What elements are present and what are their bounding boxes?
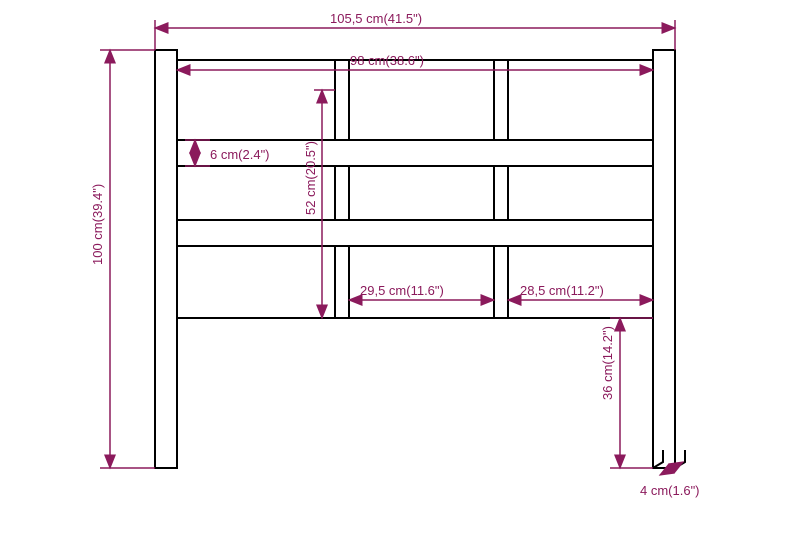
technical-drawing: 105,5 cm(41.5") 98 cm(38.6") 100 cm(39.4…: [0, 0, 800, 533]
dim-overall-width-label: 105,5 cm(41.5"): [330, 11, 422, 26]
dim-overall-height: 100 cm(39.4"): [90, 50, 155, 468]
headboard-outline: [155, 50, 685, 468]
dim-inner-width-label: 98 cm(38.6"): [350, 53, 424, 68]
dim-leg-height-label: 36 cm(14.2"): [600, 326, 615, 400]
dim-cell-mid-label: 29,5 cm(11.6"): [360, 283, 444, 298]
dim-panel-height-label: 52 cm(20.5"): [303, 141, 318, 215]
dim-depth-label: 4 cm(1.6"): [640, 483, 700, 498]
dim-rail-thickness-label: 6 cm(2.4"): [210, 147, 270, 162]
dim-leg-height: 36 cm(14.2"): [600, 318, 653, 468]
dim-overall-height-label: 100 cm(39.4"): [90, 184, 105, 265]
dim-overall-width: 105,5 cm(41.5"): [155, 11, 675, 50]
dim-cell-right-label: 28,5 cm(11.2"): [520, 283, 604, 298]
